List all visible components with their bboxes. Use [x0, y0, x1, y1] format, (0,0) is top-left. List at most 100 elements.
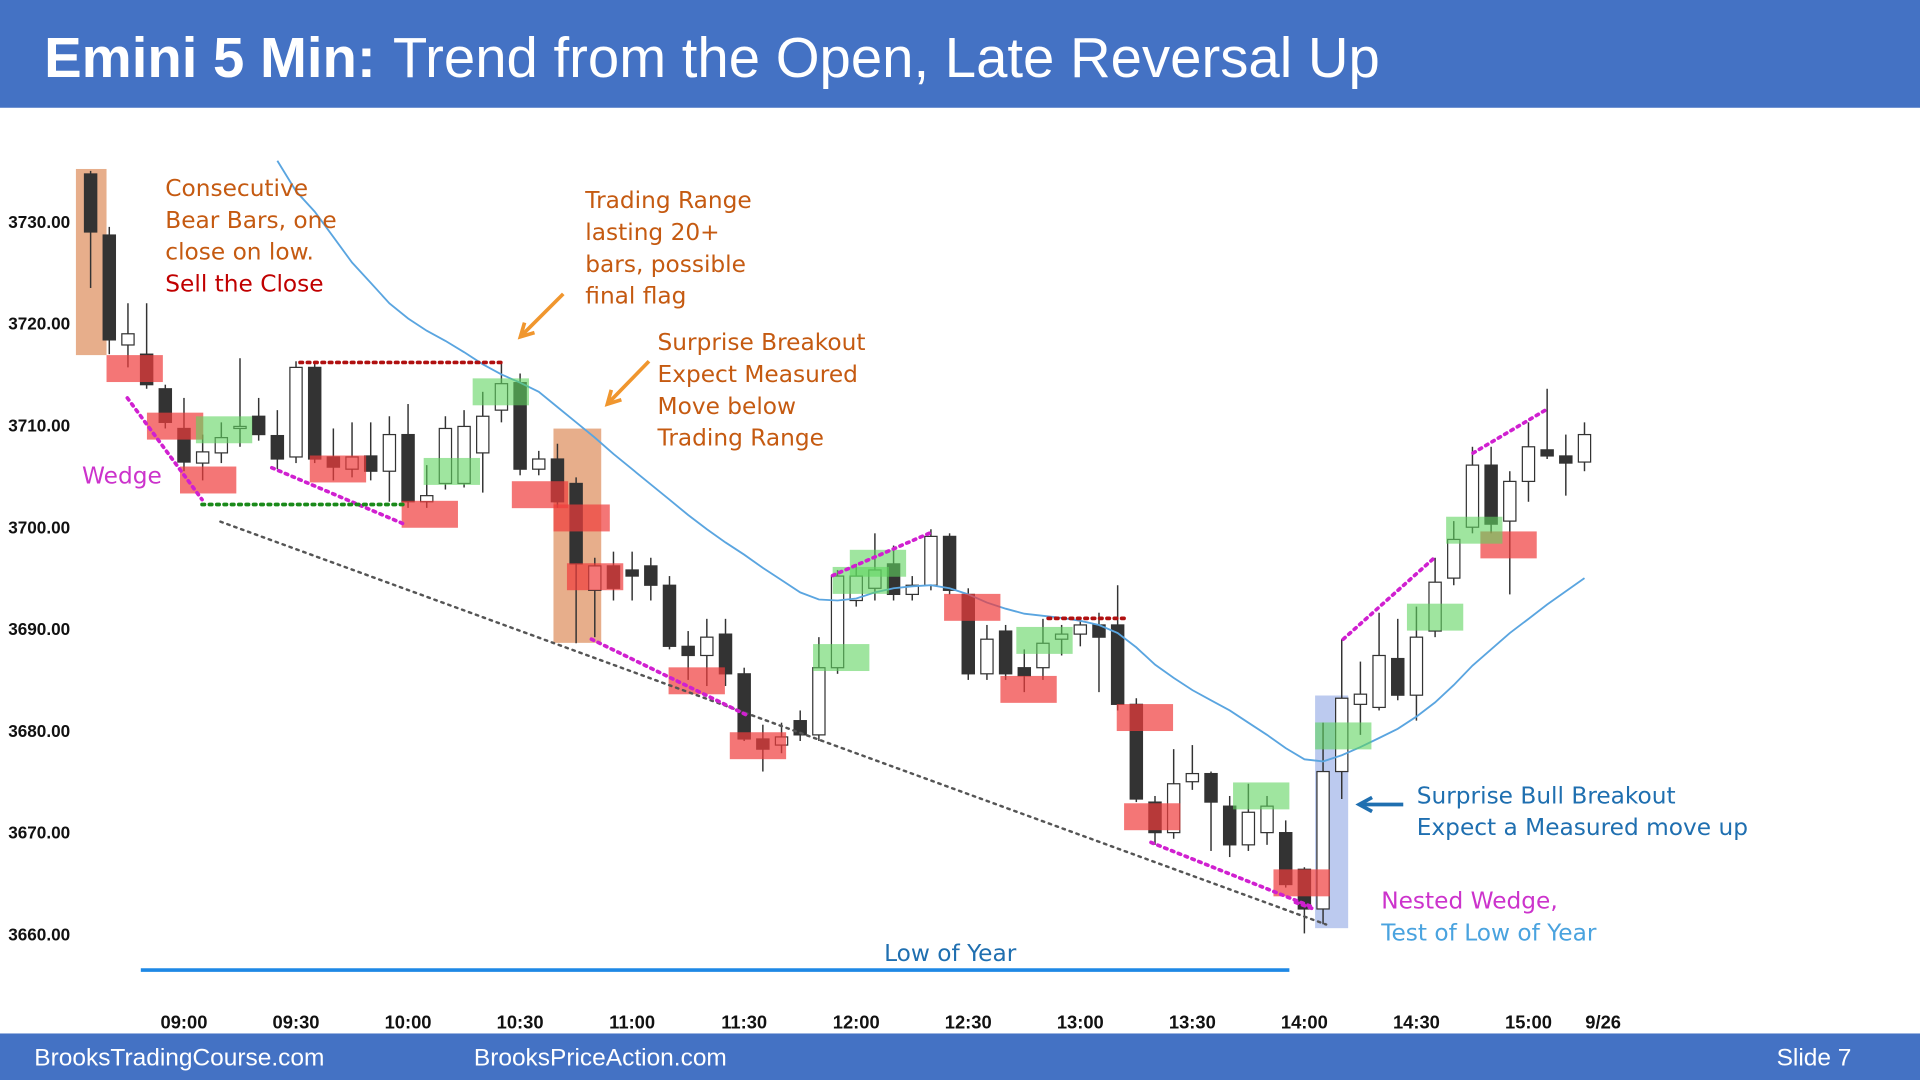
- annotation: Consecutive Bear Bars, one close on low.: [165, 175, 336, 266]
- bull-signal-box: [1446, 516, 1503, 544]
- candle-body: [1409, 636, 1424, 696]
- arrow: [606, 359, 651, 406]
- dotted-line: [125, 396, 204, 502]
- title-rest: Trend from the Open, Late Reversal Up: [393, 26, 1380, 89]
- arrow-head: [1355, 795, 1373, 814]
- low-of-year-label: Low of Year: [884, 940, 1017, 967]
- candle-body: [401, 433, 415, 503]
- x-tick-label: 09:00: [160, 1012, 207, 1033]
- candle-body: [812, 667, 826, 736]
- dotted-line: [1341, 555, 1437, 642]
- candle-body: [644, 565, 658, 586]
- arrow: [519, 292, 565, 339]
- candle-body: [718, 633, 733, 675]
- annotation-line: Surprise Bull Breakout: [1417, 782, 1676, 809]
- bull-signal-box: [195, 416, 253, 444]
- candle-body: [1073, 624, 1088, 635]
- footer-left: BrooksTradingCourse.com: [34, 1044, 324, 1071]
- bear-signal-box: [511, 481, 569, 509]
- bear-signal-box: [309, 455, 367, 483]
- plot: 3660.00 3670.00 3680.00 3690.00 3700.00 3710.…: [8, 160, 1748, 1033]
- candle-body: [1372, 654, 1386, 709]
- candle-body: [942, 535, 957, 591]
- y-tick-label: 3710.00: [8, 416, 70, 436]
- annotation: Test of Low of Year: [1380, 919, 1597, 946]
- x-tick-label: 14:30: [1393, 1012, 1440, 1033]
- candle-body: [737, 673, 751, 740]
- x-tick-label: 11:30: [721, 1012, 767, 1033]
- annotation-line: Nested Wedge,: [1381, 888, 1558, 915]
- candle-body: [1260, 805, 1274, 834]
- candle-body: [1503, 480, 1517, 522]
- annotation-line: Consecutive: [165, 175, 308, 202]
- annotation-line: close on low.: [165, 239, 314, 266]
- candle-body: [532, 458, 546, 470]
- candle-body: [251, 415, 266, 436]
- y-tick-label: 3660.00: [8, 925, 70, 945]
- dotted-line: [1471, 408, 1548, 455]
- x-tick-label: 9/26: [1585, 1012, 1621, 1033]
- candle-body: [1559, 455, 1573, 464]
- annotation-line: Wedge: [82, 463, 162, 490]
- annotation: Trading Range lasting 20+ bars, possible fi…: [584, 187, 751, 310]
- candle-body: [998, 630, 1013, 675]
- candle-body: [1540, 449, 1554, 457]
- candle-body: [1391, 657, 1405, 696]
- annotation: Nested Wedge,: [1381, 888, 1558, 915]
- footer-bar: [0, 1033, 1920, 1080]
- arrow-head: [517, 322, 536, 340]
- dotted-line: [270, 465, 406, 526]
- x-tick-label: 09:30: [273, 1012, 320, 1033]
- candle-body: [793, 720, 807, 736]
- candle-body: [1185, 772, 1200, 783]
- bull-signal-box: [1016, 626, 1073, 654]
- y-tick-label: 3730.00: [8, 212, 70, 232]
- annotation-line: Expect a Measured move up: [1417, 814, 1748, 841]
- bull-signal-box: [813, 644, 870, 672]
- header-bar: [0, 0, 1920, 108]
- x-tick-label: 12:30: [945, 1012, 992, 1033]
- candle-body: [121, 333, 135, 346]
- candle-body: [195, 451, 210, 464]
- y-tick-label: 3680.00: [8, 721, 70, 741]
- x-tick-label: 10:00: [385, 1012, 432, 1033]
- candle-body: [700, 636, 714, 657]
- x-tick-label: 15:00: [1505, 1012, 1552, 1033]
- x-tick-label: 11:00: [609, 1012, 655, 1033]
- candle-body: [1521, 446, 1536, 483]
- annotation-line: bars, possible: [585, 251, 746, 278]
- candle-body: [1484, 464, 1498, 525]
- annotation-line: final flag: [585, 283, 686, 310]
- bull-signal-box: [1233, 782, 1290, 810]
- candle-body: [1353, 693, 1368, 705]
- bear-signal-box: [553, 504, 610, 532]
- candle-body: [1204, 772, 1218, 803]
- annotation: Sell the Close: [165, 270, 323, 297]
- candle-body: [662, 584, 677, 647]
- candle-body: [476, 415, 490, 454]
- candle-body: [980, 638, 994, 675]
- candle-body: [1222, 805, 1237, 846]
- bull-signal-box: [423, 457, 480, 485]
- annotation: Surprise Breakout Expect Measured Move bel…: [657, 329, 866, 452]
- dotted-line: [1293, 900, 1315, 911]
- y-tick-label: 3690.00: [8, 619, 70, 639]
- annotation-line: Trading Range: [657, 425, 824, 452]
- annotation-line: Bear Bars, one: [165, 207, 336, 234]
- bull-signal-box: [1406, 603, 1464, 631]
- candle-body: [924, 535, 938, 586]
- y-tick-label: 3700.00: [8, 517, 70, 537]
- x-tick-label: 14:00: [1281, 1012, 1328, 1033]
- bear-signal-box: [1273, 869, 1330, 897]
- bull-signal-box: [472, 378, 529, 406]
- dotted-line: [589, 637, 752, 719]
- title-bold: Emini 5 Min:: [44, 26, 376, 89]
- annotation-line: Trading Range: [584, 187, 751, 214]
- bear-signal-box: [1000, 675, 1057, 703]
- candle-body: [363, 455, 378, 472]
- dotted-line: [1149, 840, 1313, 908]
- annotation-line: Sell the Close: [165, 270, 323, 297]
- candle-body: [270, 434, 285, 460]
